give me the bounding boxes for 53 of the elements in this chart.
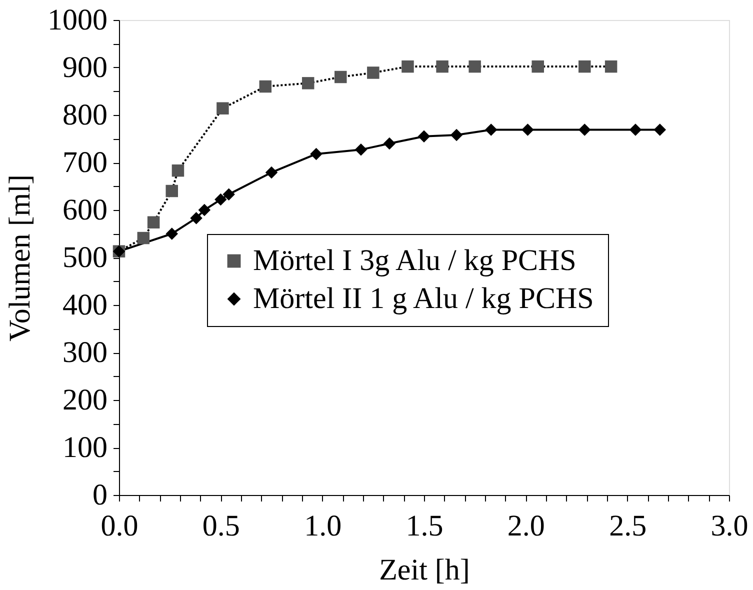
point	[436, 60, 448, 73]
point	[450, 128, 463, 142]
legend-label: Mörtel II 1 g Alu / kg PCHS	[253, 282, 594, 315]
y-tick-label: 300	[62, 336, 108, 369]
point	[147, 216, 160, 228]
y-tick-label: 900	[62, 51, 108, 84]
x-tick-label: 2.5	[609, 510, 647, 542]
point	[367, 66, 380, 79]
point	[402, 60, 414, 73]
point	[222, 188, 235, 200]
point	[522, 124, 534, 136]
point	[468, 60, 481, 73]
x-tick-label: 0.5	[202, 510, 240, 542]
point	[137, 232, 150, 244]
point	[190, 212, 202, 224]
point	[629, 124, 642, 136]
y-axis-title: Volumen [ml]	[4, 174, 36, 342]
point	[166, 184, 178, 198]
point	[354, 144, 368, 156]
x-tick-label: 2.0	[507, 510, 545, 542]
point	[604, 60, 618, 73]
y-tick-label: 100	[62, 431, 108, 464]
point	[214, 193, 227, 206]
y-tick-label: 0	[92, 478, 108, 512]
point	[334, 70, 347, 84]
point	[484, 124, 498, 136]
y-tick-label: 400	[62, 288, 108, 322]
point	[198, 204, 211, 216]
x-tick-label: 1.5	[406, 510, 444, 542]
y-tick-label: 1000	[48, 4, 108, 36]
point	[578, 124, 591, 136]
point	[654, 124, 666, 136]
y-tick-label: 600	[62, 194, 108, 226]
point	[532, 60, 544, 73]
legend-label: Mörtel I 3g Alu / kg PCHS	[253, 244, 576, 277]
y-tick-label: 200	[62, 384, 108, 416]
x-tick-label: 3.0	[710, 510, 748, 542]
point	[216, 102, 229, 114]
point	[310, 148, 322, 160]
point	[259, 80, 272, 93]
point	[578, 60, 591, 73]
x-tick-label: 1.0	[304, 510, 342, 542]
y-tick-label: 700	[62, 146, 108, 179]
point	[166, 228, 178, 240]
y-tick-label: 500	[62, 241, 108, 274]
point	[418, 130, 430, 142]
point	[302, 77, 314, 90]
x-axis-title: Zeit [h]	[379, 554, 470, 586]
point	[172, 164, 184, 177]
y-tick-label: 800	[62, 98, 108, 132]
point	[265, 166, 278, 179]
x-tick-label: 0.0	[100, 510, 138, 542]
point	[383, 137, 396, 150]
